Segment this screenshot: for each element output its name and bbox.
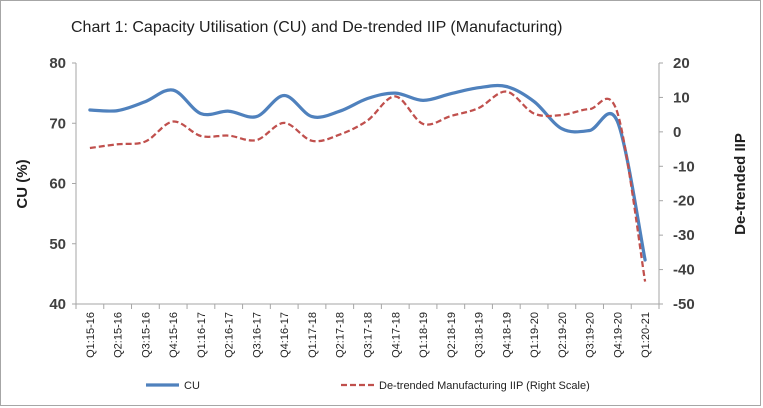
cu-series-line [88, 83, 647, 262]
x-tick-label: Q4:16-17 [279, 312, 291, 358]
series-layer [88, 83, 647, 282]
right-tick-label: -10 [673, 158, 695, 175]
x-tick-label: Q4:18-19 [501, 312, 513, 358]
left-tick-label: 70 [49, 115, 66, 132]
x-tick-label: Q1:17-18 [307, 312, 319, 358]
right-tick-label: -50 [673, 296, 695, 313]
left-tick-label: 50 [49, 236, 66, 253]
legend-label: De-trended Manufacturing IIP (Right Scal… [379, 380, 590, 392]
legend-label: CU [184, 380, 200, 392]
left-tick-label: 80 [49, 55, 66, 72]
x-tick-label: Q3:15-16 [140, 312, 152, 358]
x-tick-label: Q1:20-21 [640, 312, 652, 358]
right-tick-label: -40 [673, 262, 695, 279]
x-tick-label: Q1:18-19 [418, 312, 430, 358]
right-tick-label: 20 [673, 55, 690, 72]
x-tick-label: Q2:16-17 [224, 312, 236, 358]
right-axis-ticks: -50 -40 -30 -20 -10 0 10 20 [659, 55, 695, 313]
x-axis-ticks: Q1:15-16 Q2:15-16 Q3:15-16 Q4:15-16 Q1:16-17… [75, 304, 660, 358]
x-tick-label: Q4:17-18 [390, 312, 402, 358]
x-tick-label: Q1:15-16 [85, 312, 97, 358]
left-axis-ticks: 40 50 60 70 80 [49, 55, 76, 313]
x-tick-label: Q2:19-20 [557, 312, 569, 358]
x-tick-label: Q3:19-20 [585, 312, 597, 358]
x-tick-label: Q2:18-19 [446, 312, 458, 358]
x-tick-label: Q3:16-17 [251, 312, 263, 358]
right-tick-label: -30 [673, 227, 695, 244]
left-tick-label: 40 [49, 296, 66, 313]
legend: CU De-trended Manufacturing IIP (Right Sc… [146, 380, 590, 392]
x-tick-label: Q4:15-16 [168, 312, 180, 358]
right-tick-label: -20 [673, 193, 695, 210]
x-tick-label: Q2:15-16 [113, 312, 125, 358]
x-tick-label: Q1:16-17 [196, 312, 208, 358]
left-tick-label: 60 [49, 176, 66, 193]
x-tick-label: Q4:19-20 [612, 312, 624, 358]
right-tick-label: 10 [673, 89, 690, 106]
left-axis-title: CU (%) [14, 159, 31, 208]
x-tick-label: Q3:18-19 [474, 312, 486, 358]
iip-series-line [89, 90, 647, 282]
right-tick-label: 0 [673, 124, 681, 141]
chart-title: Chart 1: Capacity Utilisation (CU) and D… [71, 19, 563, 36]
x-tick-label: Q1:19-20 [529, 312, 541, 358]
x-tick-label: Q2:17-18 [335, 312, 347, 358]
right-axis-title: De-trended IIP [732, 133, 749, 235]
x-tick-label: Q3:17-18 [363, 312, 375, 358]
